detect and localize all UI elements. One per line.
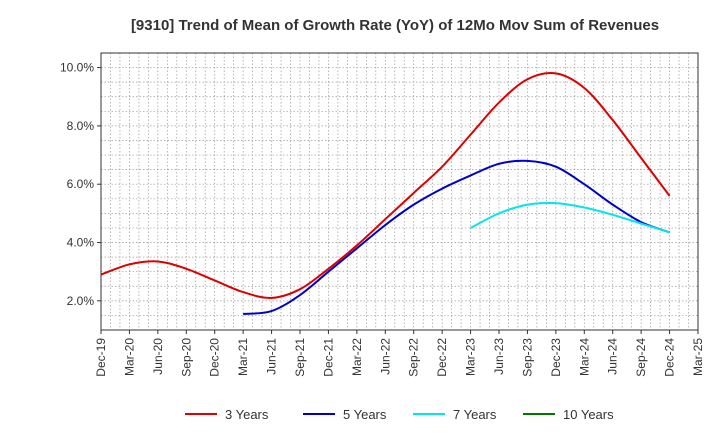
x-tick-label: Dec-21	[321, 338, 335, 377]
legend: 3 Years 5 Years 7 Years 10 Years	[185, 407, 614, 422]
x-tick-label: Mar-20	[122, 338, 136, 376]
x-tick-label: Sep-20	[179, 338, 193, 377]
x-tick-label: Jun-21	[265, 338, 279, 375]
x-tick-label: Sep-23	[520, 338, 534, 377]
legend-item-7-years: 7 Years	[413, 407, 497, 422]
plot-area	[100, 52, 699, 331]
series-line-3-years	[100, 72, 671, 299]
series-line-7-years	[470, 201, 670, 234]
x-tick-label: Dec-24	[663, 338, 677, 377]
x-axis: Dec-19 Mar-20 Jun-20 Sep-20 Dec-20 Mar-21 Jun-…	[94, 330, 705, 377]
x-tick-label: Dec-23	[549, 338, 563, 377]
legend-label: 7 Years	[453, 407, 497, 422]
legend-item-3-years: 3 Years	[185, 407, 269, 422]
x-tick-label: Mar-25	[691, 338, 705, 376]
y-tick-label: 6.0%	[67, 177, 95, 191]
x-tick-label: Jun-22	[378, 338, 392, 375]
y-tick-label: 2.0%	[67, 294, 95, 308]
y-tick-label: 4.0%	[67, 236, 95, 250]
y-axis: 2.0% 4.0% 6.0% 8.0% 10.0%	[60, 61, 101, 308]
legend-label: 3 Years	[225, 407, 269, 422]
series-line-5-years	[243, 159, 670, 315]
x-tick-label: Jun-20	[151, 338, 165, 375]
legend-item-10-years: 10 Years	[523, 407, 614, 422]
x-tick-label: Mar-21	[236, 338, 250, 376]
x-tick-label: Mar-23	[464, 338, 478, 376]
legend-label: 10 Years	[563, 407, 614, 422]
x-tick-label: Jun-23	[492, 338, 506, 375]
legend-item-5-years: 5 Years	[303, 407, 387, 422]
x-tick-label: Sep-21	[293, 338, 307, 377]
grid	[101, 53, 698, 330]
x-tick-label: Dec-20	[208, 338, 222, 377]
x-tick-label: Jun-24	[606, 338, 620, 375]
legend-label: 5 Years	[343, 407, 387, 422]
x-tick-label: Dec-22	[435, 338, 449, 377]
series-lines	[100, 72, 671, 315]
chart-title: [9310] Trend of Mean of Growth Rate (YoY…	[131, 17, 659, 34]
x-tick-label: Dec-19	[94, 338, 108, 377]
y-tick-label: 10.0%	[60, 61, 94, 75]
x-tick-label: Mar-24	[577, 338, 591, 376]
y-tick-label: 8.0%	[67, 119, 95, 133]
x-tick-label: Sep-22	[407, 338, 421, 377]
x-tick-label: Mar-22	[350, 338, 364, 376]
x-tick-label: Sep-24	[634, 338, 648, 377]
